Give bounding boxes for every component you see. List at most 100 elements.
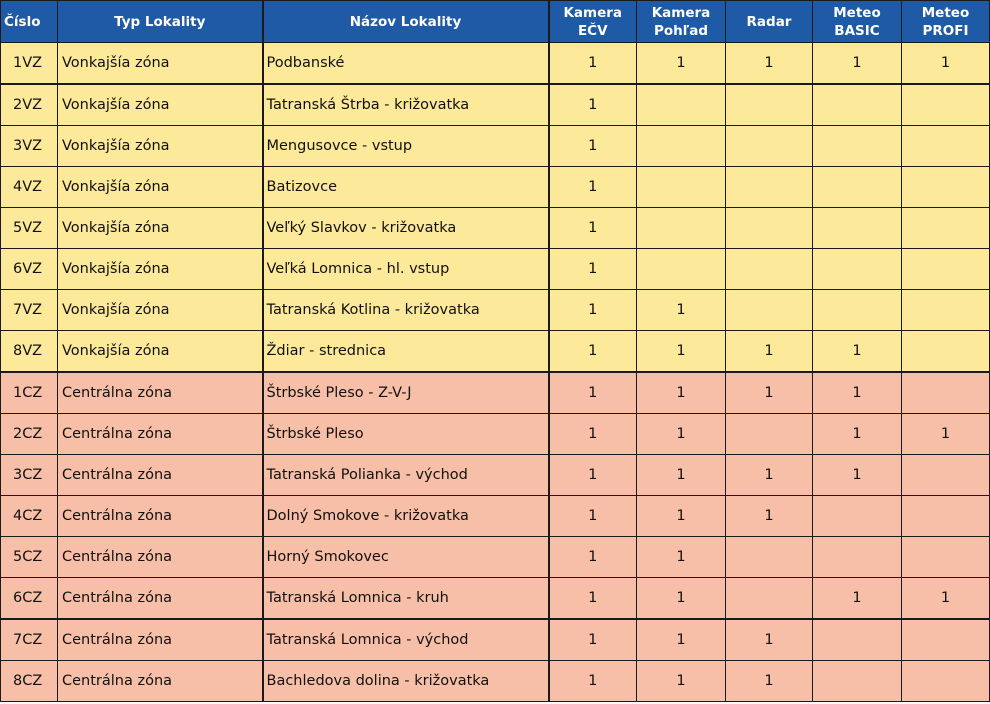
cell-meteo-profi	[901, 207, 990, 249]
cell-nazov-lokality: Batizovce	[262, 166, 550, 208]
cell-meteo-profi	[901, 125, 990, 167]
cell-kamera-pohlad: 1	[636, 536, 726, 578]
cell-kamera-pohlad: 1	[636, 454, 726, 496]
cell-nazov-lokality: Bachledova dolina - križovatka	[262, 660, 550, 702]
cell-meteo-basic: 1	[812, 454, 902, 496]
cell-kamera-pohlad	[636, 125, 726, 167]
cell-meteo-basic	[812, 248, 902, 290]
header-kamera-pohlad-line2: Pohľad	[653, 22, 709, 39]
cell-meteo-basic	[812, 618, 902, 661]
cell-meteo-profi: 1	[901, 413, 990, 455]
cell-radar: 1	[725, 618, 813, 661]
cell-meteo-profi	[901, 495, 990, 537]
cell-cislo: 8VZ	[0, 330, 58, 373]
cell-meteo-basic: 1	[812, 330, 902, 373]
table-row: 5VZ Vonkajšía zóna Veľký Slavkov - križova…	[0, 207, 990, 249]
cell-meteo-basic: 1	[812, 413, 902, 455]
cell-cislo: 7VZ	[0, 289, 58, 331]
cell-meteo-basic	[812, 289, 902, 331]
cell-meteo-basic: 1	[812, 577, 902, 620]
cell-nazov-lokality: Štrbské Pleso	[262, 413, 550, 455]
cell-typ-lokality: Centrálna zóna	[57, 495, 264, 537]
cell-kamera-ecv: 1	[548, 660, 637, 702]
cell-radar: 1	[725, 495, 813, 537]
cell-typ-lokality: Centrálna zóna	[57, 454, 264, 496]
cell-kamera-pohlad	[636, 248, 726, 290]
header-row: Číslo Typ Lokality Názov Lokality Kamera…	[0, 0, 990, 43]
cell-kamera-pohlad: 1	[636, 577, 726, 620]
cell-meteo-profi	[901, 248, 990, 290]
cell-kamera-pohlad: 1	[636, 618, 726, 661]
cell-kamera-pohlad: 1	[636, 660, 726, 702]
table-row: 5CZ Centrálna zóna Horný Smokovec 1 1	[0, 536, 990, 578]
cell-nazov-lokality: Mengusovce - vstup	[262, 125, 550, 167]
cell-meteo-profi: 1	[901, 42, 990, 85]
cell-meteo-profi: 1	[901, 577, 990, 620]
cell-kamera-ecv: 1	[548, 618, 637, 661]
cell-radar	[725, 166, 813, 208]
cell-nazov-lokality: Dolný Smokove - križovatka	[262, 495, 550, 537]
cell-typ-lokality: Centrálna zóna	[57, 618, 264, 661]
cell-kamera-ecv: 1	[548, 495, 637, 537]
table-row: 1CZ Centrálna zóna Štrbské Pleso - Z-V-J 1 1…	[0, 371, 990, 414]
cell-radar: 1	[725, 454, 813, 496]
cell-kamera-ecv: 1	[548, 577, 637, 620]
cell-meteo-basic	[812, 166, 902, 208]
cell-radar	[725, 207, 813, 249]
cell-meteo-basic	[812, 207, 902, 249]
cell-cislo: 3CZ	[0, 454, 58, 496]
cell-radar: 1	[725, 371, 813, 414]
header-typ-lokality: Typ Lokality	[57, 0, 264, 43]
table-row: 7CZ Centrálna zóna Tatranská Lomnica - výc…	[0, 618, 990, 661]
cell-meteo-profi	[901, 330, 990, 373]
table-row: 3CZ Centrálna zóna Tatranská Polianka - vý…	[0, 454, 990, 496]
cell-kamera-pohlad	[636, 207, 726, 249]
cell-kamera-pohlad: 1	[636, 42, 726, 85]
cell-kamera-pohlad: 1	[636, 330, 726, 373]
cell-nazov-lokality: Tatranská Lomnica - kruh	[262, 577, 550, 620]
cell-typ-lokality: Vonkajšía zóna	[57, 330, 264, 373]
cell-cislo: 4CZ	[0, 495, 58, 537]
cell-meteo-basic	[812, 83, 902, 126]
cell-typ-lokality: Centrálna zóna	[57, 413, 264, 455]
cell-kamera-pohlad: 1	[636, 495, 726, 537]
cell-cislo: 2CZ	[0, 413, 58, 455]
cell-typ-lokality: Vonkajšía zóna	[57, 207, 264, 249]
table-row: 2VZ Vonkajšía zóna Tatranská Štrba - križo…	[0, 83, 990, 126]
cell-meteo-basic	[812, 125, 902, 167]
cell-kamera-pohlad	[636, 166, 726, 208]
table-row: 6VZ Vonkajšía zóna Veľká Lomnica - hl. vst…	[0, 248, 990, 290]
table-row: 6CZ Centrálna zóna Tatranská Lomnica - kru…	[0, 577, 990, 620]
cell-nazov-lokality: Tatranská Štrba - križovatka	[262, 83, 550, 126]
cell-typ-lokality: Vonkajšía zóna	[57, 42, 264, 85]
header-meteo-basic-line2: BASIC	[834, 22, 880, 39]
header-meteo-profi-line1: Meteo	[921, 4, 970, 21]
cell-meteo-profi	[901, 618, 990, 661]
table-row: 8VZ Vonkajšía zóna Ždiar - strednica 1 1 1 1	[0, 330, 990, 373]
cell-cislo: 1VZ	[0, 42, 58, 85]
cell-meteo-profi	[901, 536, 990, 578]
cell-radar	[725, 289, 813, 331]
cell-cislo: 6CZ	[0, 577, 58, 620]
cell-nazov-lokality: Štrbské Pleso - Z-V-J	[262, 371, 550, 414]
table-body: 1VZ Vonkajšía zóna Podbanské 1 1 1 1 1 2VZ Vonkaj…	[0, 42, 990, 702]
cell-meteo-profi	[901, 166, 990, 208]
cell-kamera-ecv: 1	[548, 371, 637, 414]
table-row: 1VZ Vonkajšía zóna Podbanské 1 1 1 1 1	[0, 42, 990, 85]
cell-kamera-pohlad: 1	[636, 289, 726, 331]
cell-nazov-lokality: Ždiar - strednica	[262, 330, 550, 373]
cell-meteo-profi	[901, 660, 990, 702]
table-row: 4VZ Vonkajšía zóna Batizovce 1	[0, 166, 990, 208]
header-cislo: Číslo	[0, 0, 58, 43]
cell-kamera-ecv: 1	[548, 289, 637, 331]
cell-cislo: 3VZ	[0, 125, 58, 167]
cell-kamera-ecv: 1	[548, 125, 637, 167]
cell-kamera-ecv: 1	[548, 42, 637, 85]
cell-nazov-lokality: Tatranská Lomnica - východ	[262, 618, 550, 661]
header-meteo-basic-line1: Meteo	[833, 4, 881, 21]
cell-meteo-basic	[812, 660, 902, 702]
cell-cislo: 2VZ	[0, 83, 58, 126]
header-kamera-ecv: Kamera EČV	[548, 0, 637, 43]
cell-cislo: 4VZ	[0, 166, 58, 208]
table-row: 8CZ Centrálna zóna Bachledova dolina - kri…	[0, 660, 990, 702]
